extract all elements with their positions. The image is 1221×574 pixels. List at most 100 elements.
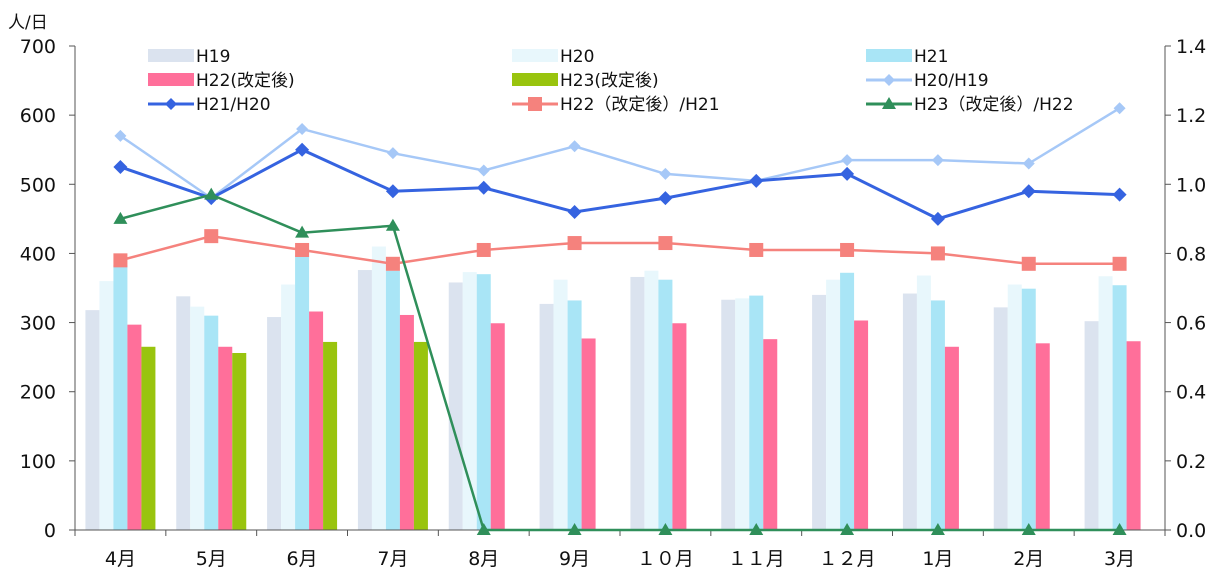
- bar: [85, 310, 100, 530]
- x-tick-label: 2月: [1013, 548, 1044, 570]
- line-point: [385, 256, 400, 271]
- bar: [944, 346, 959, 530]
- line-point: [930, 523, 945, 535]
- y-tick-label: 0: [44, 520, 56, 542]
- legend-label: H19: [196, 47, 230, 67]
- bar: [190, 306, 205, 530]
- legend-label: H23（改定後）/H22: [914, 95, 1074, 115]
- line-point: [840, 242, 855, 257]
- line-point: [477, 164, 490, 177]
- line-point: [841, 154, 854, 167]
- series-line: [120, 193, 1120, 532]
- bar: [323, 341, 338, 530]
- line-layer: [113, 102, 1127, 535]
- legend-label: H22（改定後）/H21: [560, 95, 720, 115]
- line-point: [476, 242, 491, 257]
- bar: [993, 307, 1008, 530]
- y2-tick-label: 0.2: [1176, 451, 1206, 473]
- x-tick-label: 9月: [559, 548, 590, 570]
- line-point: [658, 236, 673, 251]
- bar: [1098, 276, 1113, 530]
- line-point: [930, 246, 945, 261]
- bar: [281, 284, 296, 530]
- legend-label: H23(改定後): [560, 71, 659, 91]
- line-point: [296, 122, 309, 135]
- series-line: [120, 234, 1120, 266]
- y2-tick-label: 1.4: [1176, 36, 1206, 58]
- bar: [826, 279, 841, 530]
- bar: [721, 299, 736, 530]
- line-point: [658, 523, 673, 535]
- x-tick-label: 5月: [196, 548, 227, 570]
- line-point: [840, 166, 855, 181]
- line-point: [295, 225, 310, 238]
- bar: [916, 275, 931, 530]
- legend-swatch: [512, 49, 558, 62]
- y2-tick-label: 0.0: [1176, 520, 1206, 542]
- line-point: [567, 523, 582, 535]
- bar: [232, 352, 247, 530]
- line-point: [528, 97, 542, 111]
- legend-swatch: [512, 73, 558, 86]
- line-point: [1022, 157, 1035, 170]
- y2-tick-label: 0.4: [1176, 382, 1206, 404]
- legend-label: H20: [560, 47, 594, 67]
- line-point: [204, 229, 219, 244]
- bar: [462, 272, 477, 530]
- y-tick-label: 500: [20, 174, 56, 196]
- line-point: [749, 242, 764, 257]
- line-point: [113, 211, 128, 224]
- bar: [218, 346, 233, 530]
- bar: [1035, 343, 1050, 530]
- bar: [357, 270, 372, 530]
- legend-swatch: [148, 73, 194, 86]
- line-point: [840, 523, 855, 535]
- bar: [763, 339, 778, 530]
- bar: [840, 272, 855, 530]
- legend-label: H20/H19: [914, 71, 989, 91]
- line-point: [883, 74, 895, 86]
- bar: [1112, 285, 1127, 530]
- axes-layer: 0 100 200 300 400 500 600 700 0.0 0.2 0.4 0.6 0.8 1.0…: [20, 36, 1206, 570]
- bar: [413, 341, 428, 530]
- line-point: [882, 97, 896, 109]
- line-point: [659, 167, 672, 180]
- bar: [630, 276, 645, 530]
- bar: [141, 346, 156, 530]
- y2-tick-label: 1.2: [1176, 105, 1206, 127]
- line-point: [1113, 102, 1126, 115]
- line-point: [930, 211, 945, 226]
- line-point: [567, 236, 582, 251]
- bar: [309, 311, 324, 530]
- y-tick-label: 400: [20, 243, 56, 265]
- x-tick-label: 7月: [377, 548, 408, 570]
- line-point: [1112, 523, 1127, 535]
- bar: [553, 279, 568, 530]
- line-point: [476, 523, 491, 535]
- line-point: [749, 173, 764, 188]
- bar: [581, 338, 596, 530]
- bar: [749, 295, 764, 530]
- x-tick-label: 6月: [287, 548, 318, 570]
- bar: [812, 294, 827, 530]
- line-point: [1021, 523, 1036, 535]
- line-point: [165, 98, 177, 110]
- bar: [476, 274, 491, 530]
- bar: [113, 265, 128, 530]
- bar: [490, 323, 505, 530]
- legend-label: H21: [914, 47, 948, 67]
- x-tick-label: １２月: [819, 548, 876, 570]
- line-point: [295, 142, 310, 157]
- legend-label: H21/H20: [196, 95, 271, 115]
- bar: [735, 298, 750, 530]
- line-point: [204, 187, 219, 200]
- bar: [902, 293, 917, 530]
- bar: [658, 279, 673, 530]
- x-tick-label: 3月: [1104, 548, 1135, 570]
- y2-tick-label: 0.6: [1176, 313, 1206, 335]
- x-tick-label: １１月: [728, 548, 785, 570]
- bar: [448, 282, 463, 530]
- line-point: [1112, 187, 1127, 202]
